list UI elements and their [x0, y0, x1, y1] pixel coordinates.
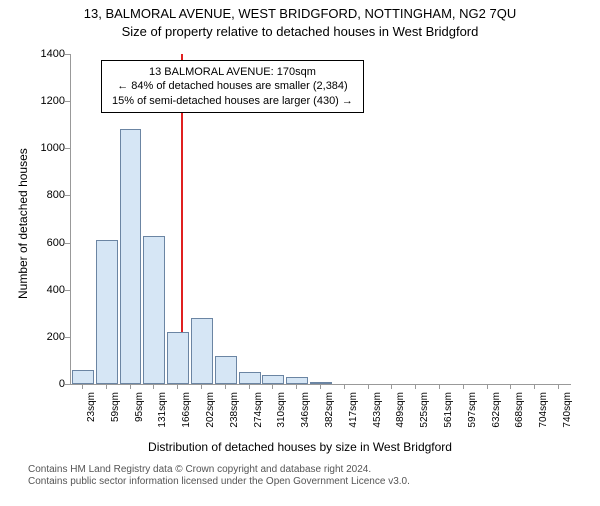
x-tick-label: 202sqm: [205, 392, 216, 428]
chart-title: 13, BALMORAL AVENUE, WEST BRIDGFORD, NOT…: [0, 6, 600, 22]
annotation-line-3: 15% of semi-detached houses are larger (…: [112, 94, 353, 108]
x-tick-mark: [225, 384, 226, 389]
chart-subtitle: Size of property relative to detached ho…: [0, 24, 600, 39]
y-tick-label: 400: [35, 284, 65, 296]
plot-area: 13 BALMORAL AVENUE: 170sqm ← 84% of deta…: [70, 54, 571, 385]
y-tick-mark: [65, 195, 70, 196]
histogram-bar: [96, 240, 118, 384]
x-tick-label: 382sqm: [324, 392, 335, 428]
x-tick-mark: [439, 384, 440, 389]
x-tick-label: 704sqm: [538, 392, 549, 428]
annotation-box: 13 BALMORAL AVENUE: 170sqm ← 84% of deta…: [101, 60, 364, 113]
y-tick-label: 600: [35, 237, 65, 249]
chart-container: { "title": "13, BALMORAL AVENUE, WEST BR…: [0, 6, 600, 506]
footer-attribution: Contains HM Land Registry data © Crown c…: [28, 464, 410, 488]
histogram-bar: [167, 332, 189, 384]
histogram-bar: [120, 129, 142, 384]
histogram-bar: [143, 236, 165, 385]
histogram-bar: [191, 318, 213, 384]
x-tick-mark: [82, 384, 83, 389]
x-tick-mark: [201, 384, 202, 389]
x-tick-mark: [391, 384, 392, 389]
y-axis-label: Number of detached houses: [16, 148, 30, 299]
x-tick-label: 668sqm: [514, 392, 525, 428]
x-axis-label: Distribution of detached houses by size …: [0, 440, 600, 454]
histogram-bar: [215, 356, 237, 384]
y-tick-label: 1400: [35, 48, 65, 60]
x-tick-mark: [130, 384, 131, 389]
y-tick-label: 800: [35, 189, 65, 201]
x-tick-label: 453sqm: [372, 392, 383, 428]
y-tick-label: 0: [35, 378, 65, 390]
histogram-bar: [239, 372, 261, 384]
x-tick-label: 561sqm: [443, 392, 454, 428]
y-tick-mark: [65, 337, 70, 338]
x-tick-label: 740sqm: [562, 392, 573, 428]
annotation-line-2: ← 84% of detached houses are smaller (2,…: [112, 79, 353, 93]
x-tick-label: 59sqm: [110, 392, 121, 422]
x-tick-mark: [153, 384, 154, 389]
y-tick-mark: [65, 290, 70, 291]
y-tick-label: 1000: [35, 142, 65, 154]
x-tick-mark: [106, 384, 107, 389]
x-tick-mark: [510, 384, 511, 389]
y-tick-mark: [65, 148, 70, 149]
x-tick-label: 346sqm: [300, 392, 311, 428]
x-tick-mark: [272, 384, 273, 389]
x-tick-label: 95sqm: [134, 392, 145, 422]
x-tick-mark: [415, 384, 416, 389]
x-tick-mark: [320, 384, 321, 389]
footer-line-2: Contains public sector information licen…: [28, 476, 410, 488]
footer-line-1: Contains HM Land Registry data © Crown c…: [28, 464, 410, 476]
x-tick-mark: [249, 384, 250, 389]
x-tick-mark: [558, 384, 559, 389]
x-tick-label: 166sqm: [181, 392, 192, 428]
x-tick-mark: [368, 384, 369, 389]
x-tick-mark: [534, 384, 535, 389]
x-tick-label: 525sqm: [419, 392, 430, 428]
y-tick-mark: [65, 54, 70, 55]
x-tick-label: 632sqm: [491, 392, 502, 428]
y-tick-mark: [65, 101, 70, 102]
x-tick-label: 23sqm: [86, 392, 97, 422]
x-tick-mark: [296, 384, 297, 389]
y-tick-mark: [65, 243, 70, 244]
y-tick-mark: [65, 384, 70, 385]
y-tick-label: 1200: [35, 95, 65, 107]
histogram-bar: [262, 375, 284, 384]
histogram-bar: [286, 377, 308, 384]
x-tick-label: 417sqm: [348, 392, 359, 428]
histogram-bar: [72, 370, 94, 384]
x-tick-label: 310sqm: [276, 392, 287, 428]
x-tick-label: 131sqm: [157, 392, 168, 428]
x-tick-label: 274sqm: [253, 392, 264, 428]
x-tick-label: 489sqm: [395, 392, 406, 428]
x-tick-mark: [463, 384, 464, 389]
x-tick-label: 238sqm: [229, 392, 240, 428]
x-tick-mark: [344, 384, 345, 389]
annotation-line-1: 13 BALMORAL AVENUE: 170sqm: [112, 65, 353, 79]
y-tick-label: 200: [35, 331, 65, 343]
x-tick-mark: [487, 384, 488, 389]
x-tick-label: 597sqm: [467, 392, 478, 428]
x-tick-mark: [177, 384, 178, 389]
